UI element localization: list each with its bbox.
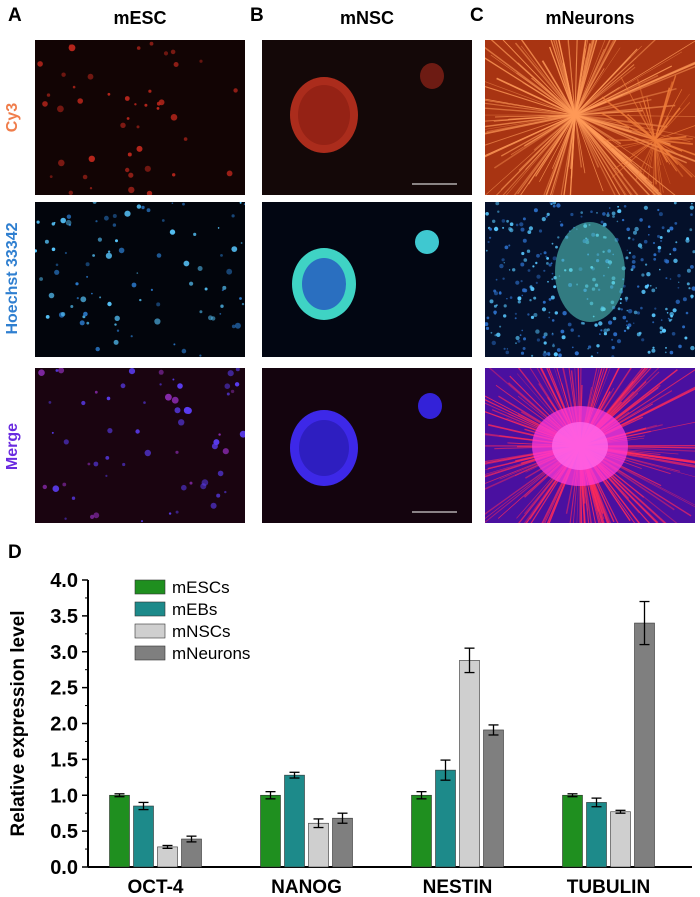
panel-letter-a: A [8, 5, 22, 26]
row-label-merge: Merge [4, 422, 21, 471]
micrograph-mnsc-hoechst [262, 202, 472, 357]
bar-mNSCs-NANOG [308, 822, 329, 868]
bar-mEBs-OCT-4 [133, 805, 154, 868]
bar-chart: D 0.0 0.5 1.0 1.5 2.0 2.5 3.0 3.5 4.0 Relative ex… [8, 542, 692, 897]
legend-swatch-mEBs [134, 601, 166, 617]
bar-mEBs-NANOG [284, 774, 305, 868]
micrograph-mneurons-hoechst [485, 202, 695, 357]
legend-swatch-mNSCs [134, 623, 166, 639]
y-tick-label: 0.0 [50, 857, 78, 879]
y-tick-label: 2.0 [50, 714, 78, 736]
micrograph-mnsc-merge [262, 368, 472, 523]
y-tick-label: 3.0 [50, 642, 78, 664]
bar-mEBs-NESTIN [435, 769, 456, 868]
panel-letter-d: D [8, 542, 22, 563]
column-title-mneurons: mNeurons [545, 8, 635, 28]
y-tick-label: 1.5 [50, 749, 78, 771]
y-axis-title: Relative expression level [8, 610, 29, 836]
y-tick-label: 4.0 [50, 570, 78, 592]
panel-letter-c: C [470, 5, 484, 26]
bar-mNeurons-NESTIN [483, 729, 504, 868]
row-label-hoechst: Hoechst 33342 [4, 222, 21, 335]
panel-letter-b: B [250, 5, 264, 26]
row-label-cy3: Cy3 [4, 102, 21, 133]
bar-mESCs-OCT-4 [109, 794, 130, 868]
legend-label-mNeurons: mNeurons [172, 644, 250, 663]
micrograph-mesc-merge [35, 368, 245, 523]
bar-mESCs-NANOG [260, 794, 281, 868]
micrograph-mesc-cy3 [35, 40, 245, 195]
x-tick-label-NANOG: NANOG [271, 877, 342, 897]
micrograph-mneurons-merge [485, 368, 695, 523]
micrograph-mneurons-cy3 [485, 40, 695, 195]
micrograph-mnsc-cy3 [262, 40, 472, 195]
bar-mESCs-NESTIN [411, 794, 432, 868]
legend-label-mNSCs: mNSCs [172, 622, 231, 641]
x-tick-label-TUBULIN: TUBULIN [567, 877, 650, 897]
legend-swatch-mNeurons [134, 645, 166, 661]
x-tick-label-NESTIN: NESTIN [423, 877, 493, 897]
legend-swatch-mESCs [134, 579, 166, 595]
column-title-mesc: mESC [113, 8, 167, 28]
column-title-mnsc: mNSC [339, 8, 394, 28]
micrograph-mesc-hoechst [35, 202, 245, 357]
legend-label-mESCs: mESCs [172, 578, 230, 597]
y-tick-label: 0.5 [50, 821, 78, 843]
bar-mNeurons-OCT-4 [181, 838, 202, 868]
y-tick-label: 3.5 [50, 606, 78, 628]
bar-mESCs-TUBULIN [562, 794, 583, 868]
bar-mNeurons-TUBULIN [634, 622, 655, 868]
bar-mNSCs-OCT-4 [157, 846, 178, 868]
y-tick-label: 1.0 [50, 785, 78, 807]
bar-mEBs-TUBULIN [586, 802, 607, 868]
x-tick-label-OCT-4: OCT-4 [128, 877, 184, 897]
bar-mNeurons-NANOG [332, 817, 353, 868]
bar-mNSCs-NESTIN [459, 660, 480, 868]
legend-label-mEBs: mEBs [172, 600, 217, 619]
bar-mNSCs-TUBULIN [610, 811, 631, 868]
y-tick-label: 2.5 [50, 678, 78, 700]
